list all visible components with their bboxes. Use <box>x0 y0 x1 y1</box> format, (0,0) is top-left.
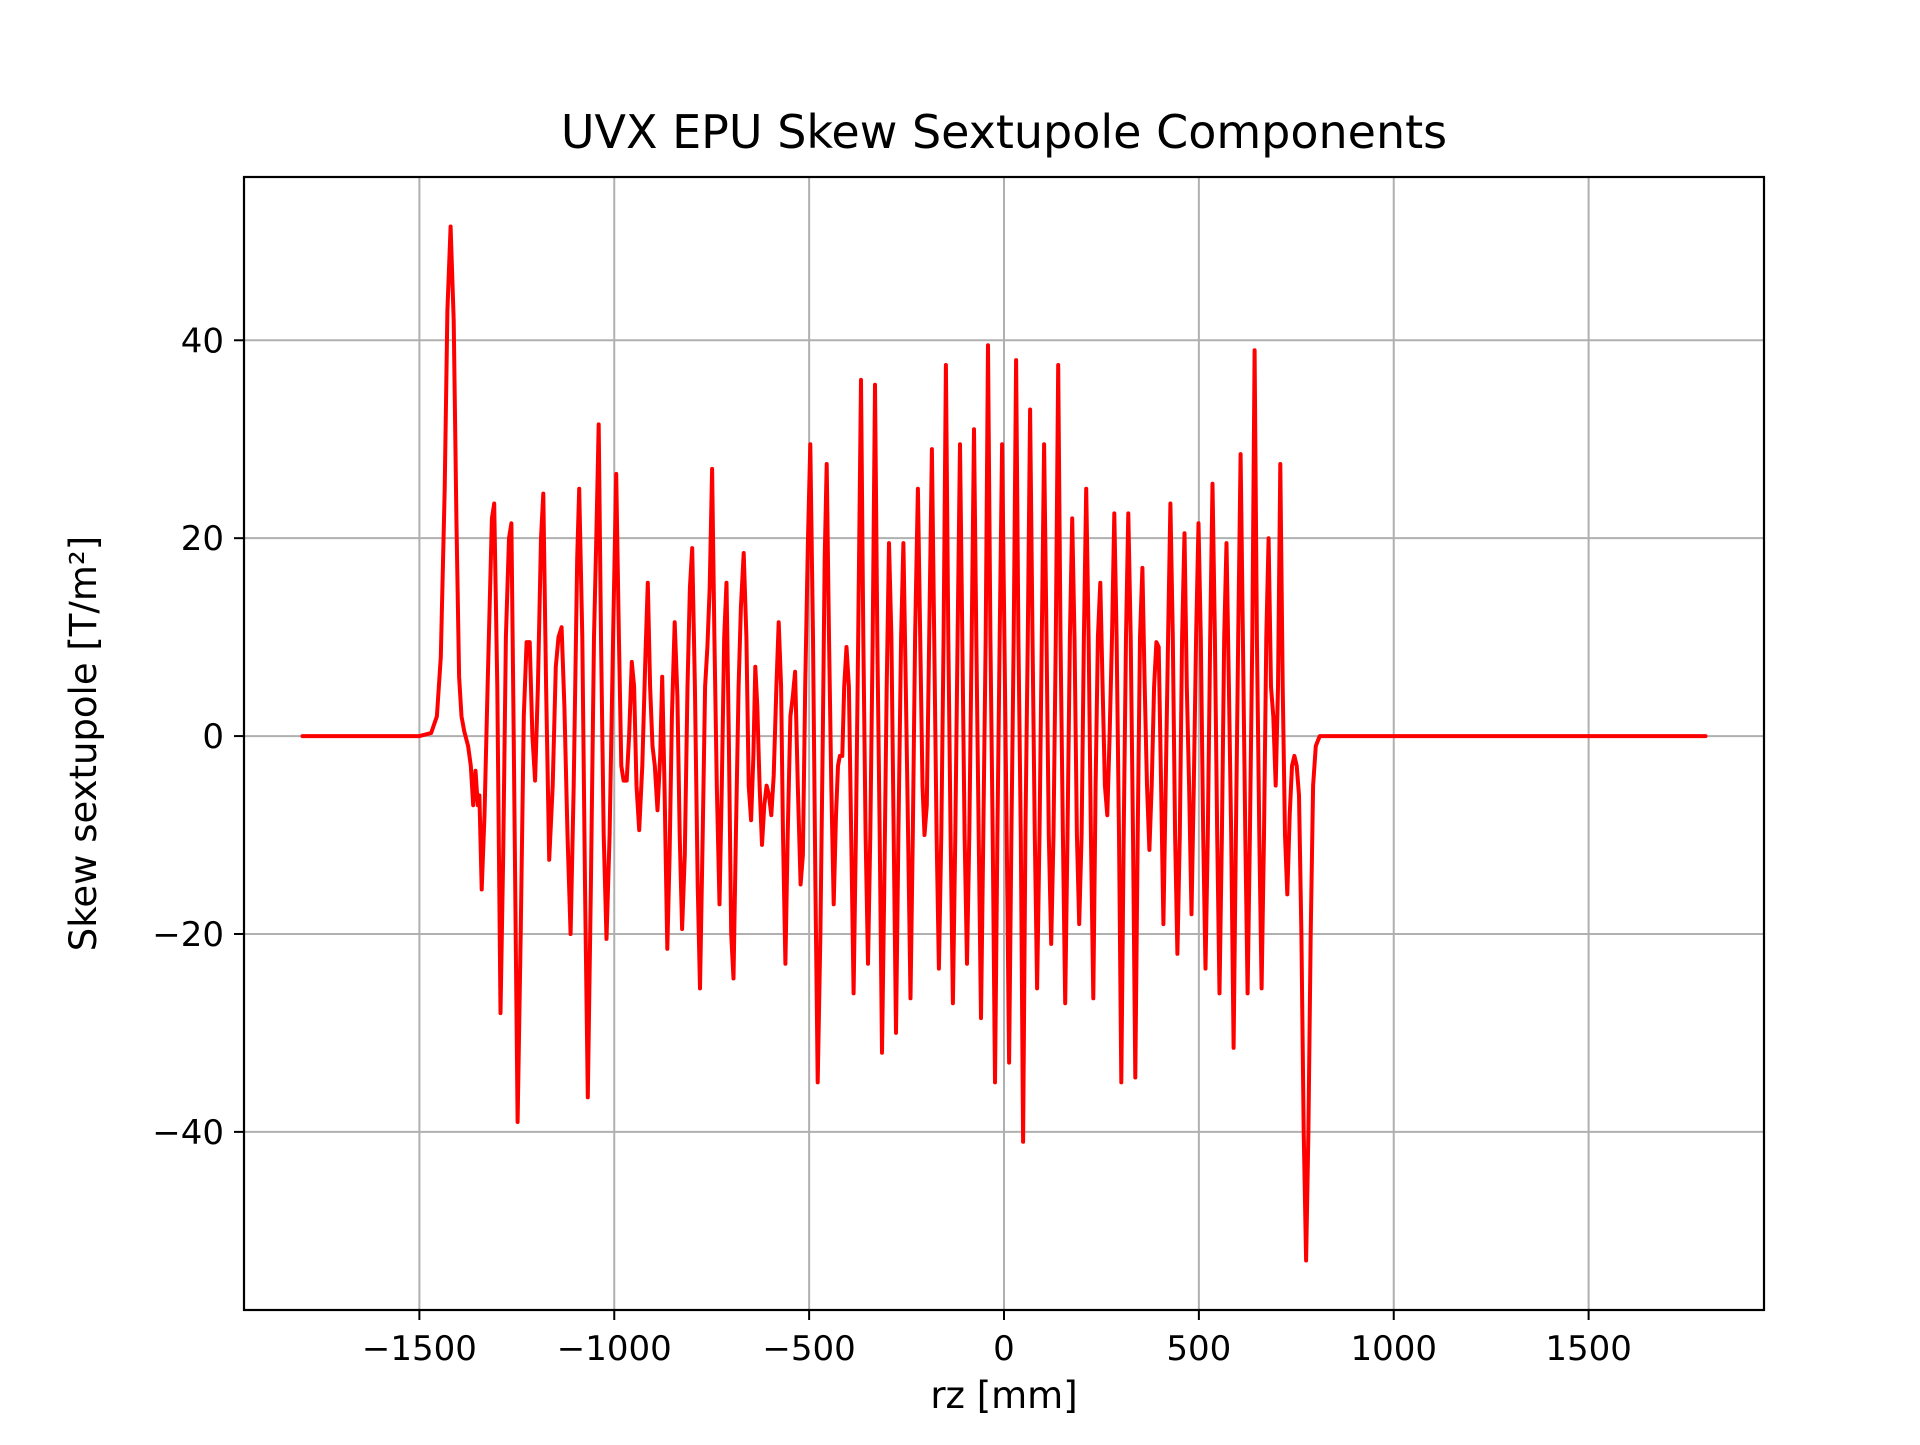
x-tick-label: 500 <box>1166 1329 1231 1369</box>
x-tick-label: −1000 <box>557 1329 672 1369</box>
plot-area <box>300 224 1708 1263</box>
x-tick-label: −500 <box>762 1329 855 1369</box>
x-tick-label: 0 <box>993 1329 1015 1369</box>
y-tick-label: 0 <box>202 717 224 757</box>
y-tick-label: −40 <box>152 1113 224 1153</box>
y-tick-label: 20 <box>181 519 224 559</box>
x-axis-label: rz [mm] <box>930 1374 1077 1417</box>
y-tick-label: −20 <box>152 915 224 955</box>
x-tick-label: 1500 <box>1545 1329 1632 1369</box>
chart-title: UVX EPU Skew Sextupole Components <box>561 105 1447 159</box>
series-line <box>300 224 1708 1263</box>
axis-ticks: −1500 −1000 −500 0 500 1000 1500 −40 −20 0 20 40 <box>152 321 1632 1369</box>
x-tick-label: 1000 <box>1350 1329 1437 1369</box>
y-axis-label: Skew sextupole [T/m²] <box>62 536 105 951</box>
x-tick-label: −1500 <box>362 1329 477 1369</box>
y-tick-label: 40 <box>181 321 224 361</box>
